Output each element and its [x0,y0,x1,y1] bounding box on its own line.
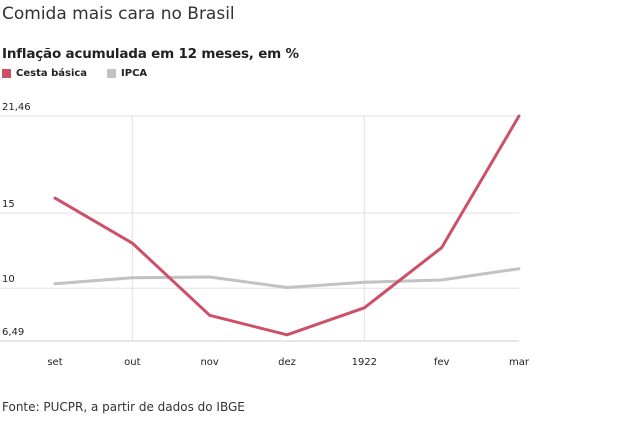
y-tick-label: 10 [2,274,15,285]
source-note: Fonte: PUCPR, a partir de dados do IBGE [2,400,245,414]
legend-label-cesta: Cesta básica [16,68,88,79]
x-tick-label: fev [434,357,450,368]
x-tick-label: mar [509,357,530,368]
x-tick-label: nov [200,357,218,368]
y-tick-label: 21,46 [2,102,31,113]
x-tick-label: dez [278,357,296,368]
series-line-ipca [53,267,521,289]
series-line-cesta [53,114,521,337]
legend-item-cesta: Cesta básica [2,68,87,79]
x-tick-label: set [47,357,62,368]
legend-swatch-cesta [2,69,11,78]
y-tick-label: 6,49 [2,327,24,338]
x-tick-label: out [124,357,140,368]
y-tick-label: 15 [2,199,15,210]
legend-item-ipca: IPCA [107,68,147,79]
legend-swatch-ipca [107,69,117,78]
legend-label-ipca: IPCA [121,68,148,79]
chart-title: Comida mais cara no Brasil [2,4,235,24]
x-tick-label: 1922 [352,357,377,368]
legend: Cesta básica IPCA [2,68,147,79]
chart-subtitle: Inflação acumulada em 12 meses, em % [2,46,299,62]
